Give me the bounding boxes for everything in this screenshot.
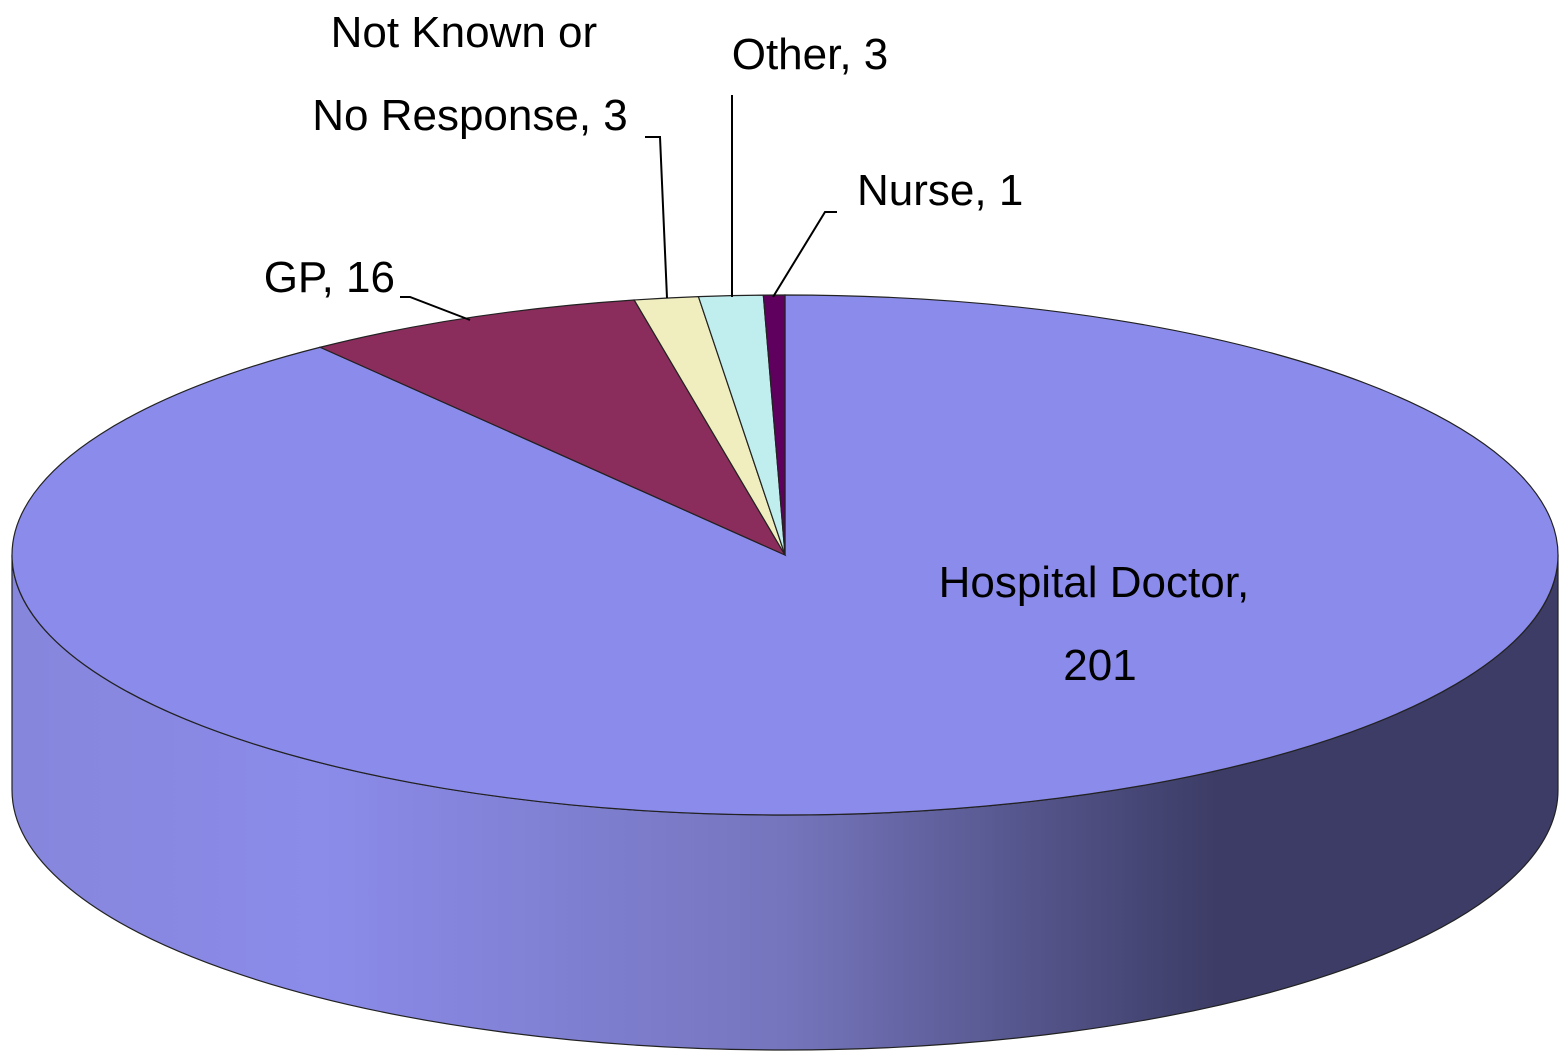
- label-line: Hospital Doctor,: [939, 558, 1262, 607]
- leader-line: [772, 211, 837, 298]
- data-label: Nurse, 1: [857, 166, 1023, 215]
- label-line: Other, 3: [732, 30, 889, 79]
- label-line: GP, 16: [264, 253, 395, 302]
- data-label: GP, 16: [264, 253, 395, 302]
- leader-line: [400, 296, 471, 321]
- label-line: Not Known or: [331, 8, 610, 57]
- label-line: Nurse, 1: [857, 166, 1023, 215]
- slice: [318, 299, 787, 557]
- data-label: Other, 3: [732, 30, 889, 79]
- label-line: 201: [1063, 641, 1136, 690]
- label-line: No Response, 3: [312, 91, 628, 140]
- leader-line: [645, 136, 668, 299]
- data-label: Not Known or No Response, 3: [312, 8, 628, 140]
- data-label: Hospital Doctor, 201: [939, 558, 1262, 690]
